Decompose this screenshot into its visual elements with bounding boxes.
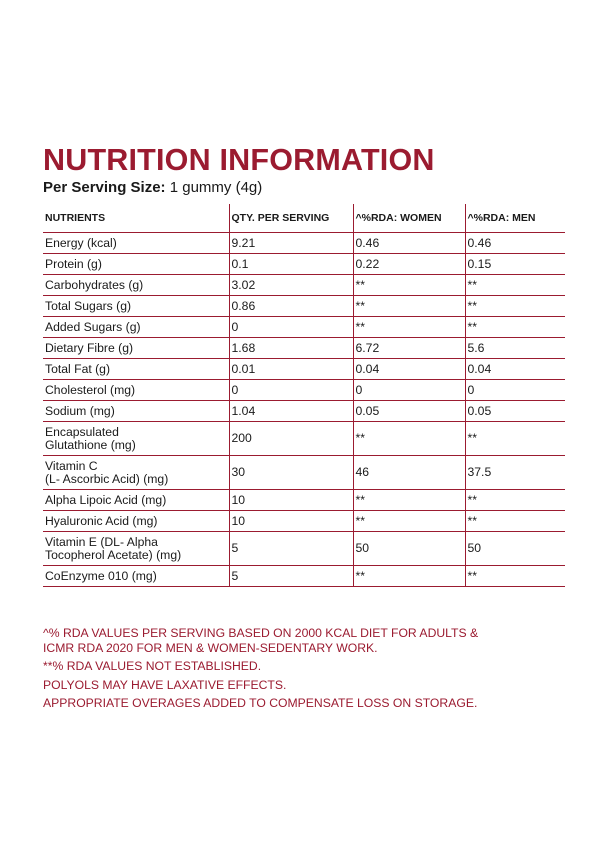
table-row: Dietary Fibre (g) 1.68 6.72 5.6 <box>43 337 565 359</box>
note-rda-basis: ^% RDA VALUES PER SERVING BASED ON 2000 … <box>43 626 567 655</box>
nutrient-name-line: Vitamin E (DL- Alpha <box>45 534 158 549</box>
nutrient-rda-men: ** <box>464 421 565 456</box>
table-row: Added Sugars (g) 0 ** ** <box>43 316 565 338</box>
nutrient-rda-women: ** <box>352 565 465 587</box>
nutrient-qty: 3.02 <box>228 274 353 296</box>
nutrient-rda-men: ** <box>464 565 565 587</box>
serving-size: Per Serving Size: 1 gummy (4g) <box>43 179 262 196</box>
nutrient-name-line: Glutathione (mg) <box>45 437 136 452</box>
nutrient-qty: 5 <box>228 565 353 587</box>
nutrition-table: NUTRIENTS QTY. PER SERVING ^%RDA: WOMEN … <box>43 204 565 587</box>
nutrient-qty: 5 <box>228 531 353 566</box>
nutrient-rda-women: 0 <box>352 379 465 401</box>
nutrient-name: Cholesterol (mg) <box>43 379 229 401</box>
nutrient-name: CoEnzyme 010 (mg) <box>43 565 229 587</box>
nutrient-rda-women: ** <box>352 421 465 456</box>
nutrient-rda-men: 0.05 <box>464 400 565 422</box>
nutrient-name-line: Encapsulated <box>45 424 119 439</box>
nutrient-name: Total Sugars (g) <box>43 295 229 317</box>
nutrient-rda-women: ** <box>352 274 465 296</box>
note-overages: APPROPRIATE OVERAGES ADDED TO COMPENSATE… <box>43 696 478 710</box>
table-row: Carbohydrates (g) 3.02 ** ** <box>43 274 565 296</box>
nutrient-rda-women: ** <box>352 295 465 317</box>
nutrient-rda-men: ** <box>464 316 565 338</box>
nutrient-qty: 0.86 <box>228 295 353 317</box>
note-rda-basis-line: ICMR RDA 2020 FOR MEN & WOMEN-SEDENTARY … <box>43 640 378 655</box>
nutrient-name: Alpha Lipoic Acid (mg) <box>43 489 229 511</box>
nutrient-name: Encapsulated Glutathione (mg) <box>43 421 229 456</box>
header-rda-men: ^%RDA: MEN <box>464 204 565 233</box>
nutrient-qty: 0.01 <box>228 358 353 380</box>
nutrient-name: Sodium (mg) <box>43 400 229 422</box>
nutrient-name-line: Tocopherol Acetate) (mg) <box>45 547 182 562</box>
nutrient-qty: 0 <box>228 379 353 401</box>
nutrient-rda-men: 0 <box>464 379 565 401</box>
serving-size-value: 1 gummy (4g) <box>169 179 263 196</box>
table-row: Vitamin E (DL- Alpha Tocopherol Acetate)… <box>43 531 565 566</box>
table-row: Cholesterol (mg) 0 0 0 <box>43 379 565 401</box>
nutrient-qty: 10 <box>228 489 353 511</box>
nutrient-rda-men: 37.5 <box>464 455 565 490</box>
nutrient-rda-men: ** <box>464 489 565 511</box>
table-row: Energy (kcal) 9.21 0.46 0.46 <box>43 232 565 254</box>
table-header-row: NUTRIENTS QTY. PER SERVING ^%RDA: WOMEN … <box>43 204 565 233</box>
nutrient-name: Dietary Fibre (g) <box>43 337 229 359</box>
nutrient-rda-men: ** <box>464 510 565 532</box>
nutrient-rda-women: ** <box>352 316 465 338</box>
serving-size-label: Per Serving Size: <box>43 179 166 196</box>
nutrient-name: Total Fat (g) <box>43 358 229 380</box>
nutrient-name: Protein (g) <box>43 253 229 275</box>
nutrient-rda-women: 6.72 <box>352 337 465 359</box>
table-row: Total Fat (g) 0.01 0.04 0.04 <box>43 358 565 380</box>
table-row: Alpha Lipoic Acid (mg) 10 ** ** <box>43 489 565 511</box>
nutrient-name: Hyaluronic Acid (mg) <box>43 510 229 532</box>
nutrient-rda-women: 0.46 <box>352 232 465 254</box>
nutrient-rda-men: 0.46 <box>464 232 565 254</box>
nutrient-rda-women: ** <box>352 510 465 532</box>
nutrient-rda-men: ** <box>464 274 565 296</box>
nutrient-rda-women: 0.04 <box>352 358 465 380</box>
nutrient-rda-women: 46 <box>352 455 465 490</box>
footnotes: ^% RDA VALUES PER SERVING BASED ON 2000 … <box>43 626 567 715</box>
nutrient-name-line: (L- Ascorbic Acid) (mg) <box>45 471 169 486</box>
nutrient-name: Added Sugars (g) <box>43 316 229 338</box>
nutrient-qty: 1.68 <box>228 337 353 359</box>
nutrient-qty: 9.21 <box>228 232 353 254</box>
nutrient-rda-men: 0.15 <box>464 253 565 275</box>
nutrient-rda-men: 50 <box>464 531 565 566</box>
nutrient-qty: 10 <box>228 510 353 532</box>
nutrient-rda-men: 0.04 <box>464 358 565 380</box>
table-row: Vitamin C (L- Ascorbic Acid) (mg) 30 46 … <box>43 455 565 490</box>
header-rda-women: ^%RDA: WOMEN <box>352 204 465 233</box>
nutrient-name: Energy (kcal) <box>43 232 229 254</box>
nutrient-qty: 0.1 <box>228 253 353 275</box>
header-nutrients: NUTRIENTS <box>43 204 229 233</box>
note-rda-basis-line: ^% RDA VALUES PER SERVING BASED ON 2000 … <box>43 626 479 640</box>
nutrient-name: Carbohydrates (g) <box>43 274 229 296</box>
note-rda-not-established: **% RDA VALUES NOT ESTABLISHED. <box>43 659 262 673</box>
nutrient-rda-women: 0.05 <box>352 400 465 422</box>
nutrient-rda-women: 0.22 <box>352 253 465 275</box>
table-row: Total Sugars (g) 0.86 ** ** <box>43 295 565 317</box>
nutrient-name: Vitamin C (L- Ascorbic Acid) (mg) <box>43 455 229 490</box>
nutrient-qty: 0 <box>228 316 353 338</box>
nutrient-qty: 1.04 <box>228 400 353 422</box>
nutrient-qty: 200 <box>228 421 353 456</box>
nutrient-name-line: Vitamin C <box>45 458 98 473</box>
table-row: CoEnzyme 010 (mg) 5 ** ** <box>43 565 565 587</box>
page-title: NUTRITION INFORMATION <box>43 143 435 177</box>
note-polyols: POLYOLS MAY HAVE LAXATIVE EFFECTS. <box>43 677 287 692</box>
nutrient-rda-men: 5.6 <box>464 337 565 359</box>
nutrient-qty: 30 <box>228 455 353 490</box>
table-row: Hyaluronic Acid (mg) 10 ** ** <box>43 510 565 532</box>
table-row: Encapsulated Glutathione (mg) 200 ** ** <box>43 421 565 456</box>
header-qty-per-serving: QTY. PER SERVING <box>228 204 353 233</box>
nutrient-rda-women: 50 <box>352 531 465 566</box>
nutrient-rda-men: ** <box>464 295 565 317</box>
nutrient-name: Vitamin E (DL- Alpha Tocopherol Acetate)… <box>43 531 229 566</box>
table-row: Sodium (mg) 1.04 0.05 0.05 <box>43 400 565 422</box>
nutrient-rda-women: ** <box>352 489 465 511</box>
table-row: Protein (g) 0.1 0.22 0.15 <box>43 253 565 275</box>
